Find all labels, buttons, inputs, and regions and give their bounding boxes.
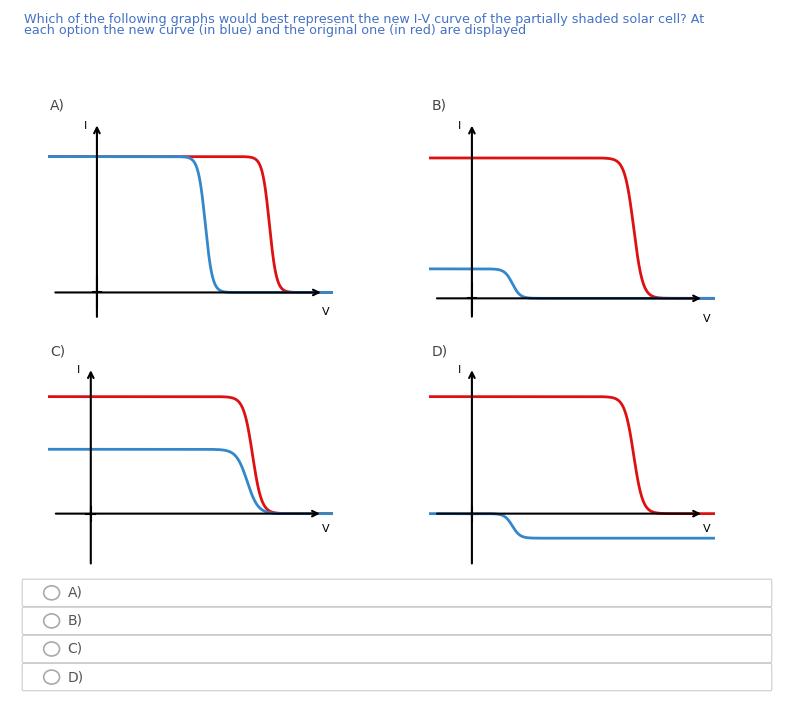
- Text: B): B): [67, 614, 83, 628]
- Text: B): B): [431, 98, 446, 112]
- Text: C): C): [50, 345, 65, 359]
- Text: each option the new curve (in blue) and the original one (in red) are displayed: each option the new curve (in blue) and …: [24, 24, 526, 37]
- Text: D): D): [67, 670, 83, 684]
- Text: I: I: [77, 365, 80, 376]
- Text: V: V: [322, 524, 330, 534]
- Text: I: I: [458, 365, 461, 376]
- Text: V: V: [322, 307, 330, 317]
- Text: A): A): [67, 586, 83, 600]
- Text: I: I: [84, 121, 87, 131]
- Text: A): A): [50, 98, 65, 112]
- Text: Which of the following graphs would best represent the new I-V curve of the part: Which of the following graphs would best…: [24, 13, 704, 26]
- Text: I: I: [458, 121, 461, 131]
- Text: V: V: [703, 524, 711, 534]
- Text: C): C): [67, 642, 83, 656]
- Text: D): D): [431, 345, 448, 359]
- Text: V: V: [703, 314, 711, 324]
